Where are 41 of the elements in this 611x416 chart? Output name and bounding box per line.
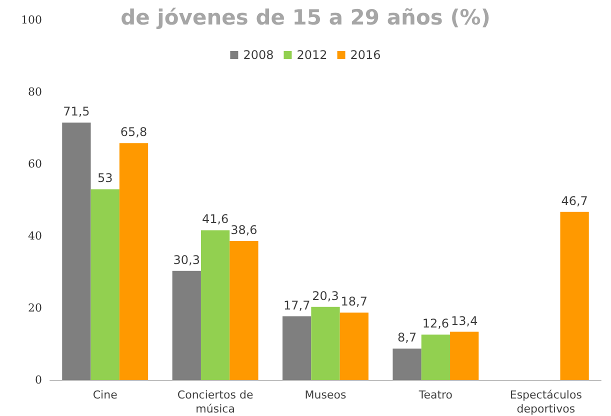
x-tick-label: Teatro	[418, 388, 453, 402]
data-label: 71,5	[63, 104, 90, 119]
x-tick-label: Museos	[304, 388, 346, 402]
bar	[230, 241, 258, 380]
bar	[90, 189, 120, 380]
data-label: 13,4	[450, 314, 478, 328]
data-label: 18,7	[340, 294, 368, 309]
legend-label: 2012	[296, 48, 328, 62]
bar	[311, 306, 340, 380]
data-label: 8,7	[398, 330, 417, 345]
chart-title: de jóvenes de 15 a 29 años (%)	[120, 6, 490, 30]
bar	[282, 316, 312, 380]
x-tick-label: Conciertos de música	[177, 388, 254, 416]
x-tick-label: Cine	[92, 388, 118, 402]
data-label: 30,3	[173, 252, 200, 267]
data-label: 38,6	[230, 223, 258, 238]
data-label: 17,7	[283, 298, 310, 312]
data-label: 12,6	[422, 316, 450, 331]
x-tick-label: Espectáculos deportivos	[510, 388, 582, 416]
bar	[200, 230, 230, 380]
y-tick-label: 80	[28, 86, 42, 98]
bar	[392, 348, 422, 380]
bar	[62, 122, 91, 380]
y-tick-label: 20	[28, 302, 42, 314]
data-label: 53	[97, 171, 113, 186]
y-tick-label: 100	[21, 14, 42, 26]
legend-label: 2008	[243, 48, 274, 62]
data-label: 20,3	[312, 288, 339, 303]
bar	[340, 312, 368, 380]
bar	[450, 332, 479, 380]
data-label: 41,6	[202, 212, 229, 226]
y-tick-label: 0	[35, 374, 42, 386]
bar	[172, 270, 201, 380]
y-tick-label: 40	[28, 230, 42, 242]
bar	[560, 212, 589, 380]
bar	[421, 334, 450, 380]
legend-label: 2016	[350, 48, 381, 62]
data-label: 65,8	[120, 125, 148, 140]
y-tick-label: 60	[28, 158, 42, 170]
data-label: 46,7	[561, 194, 588, 208]
bar	[119, 143, 148, 380]
